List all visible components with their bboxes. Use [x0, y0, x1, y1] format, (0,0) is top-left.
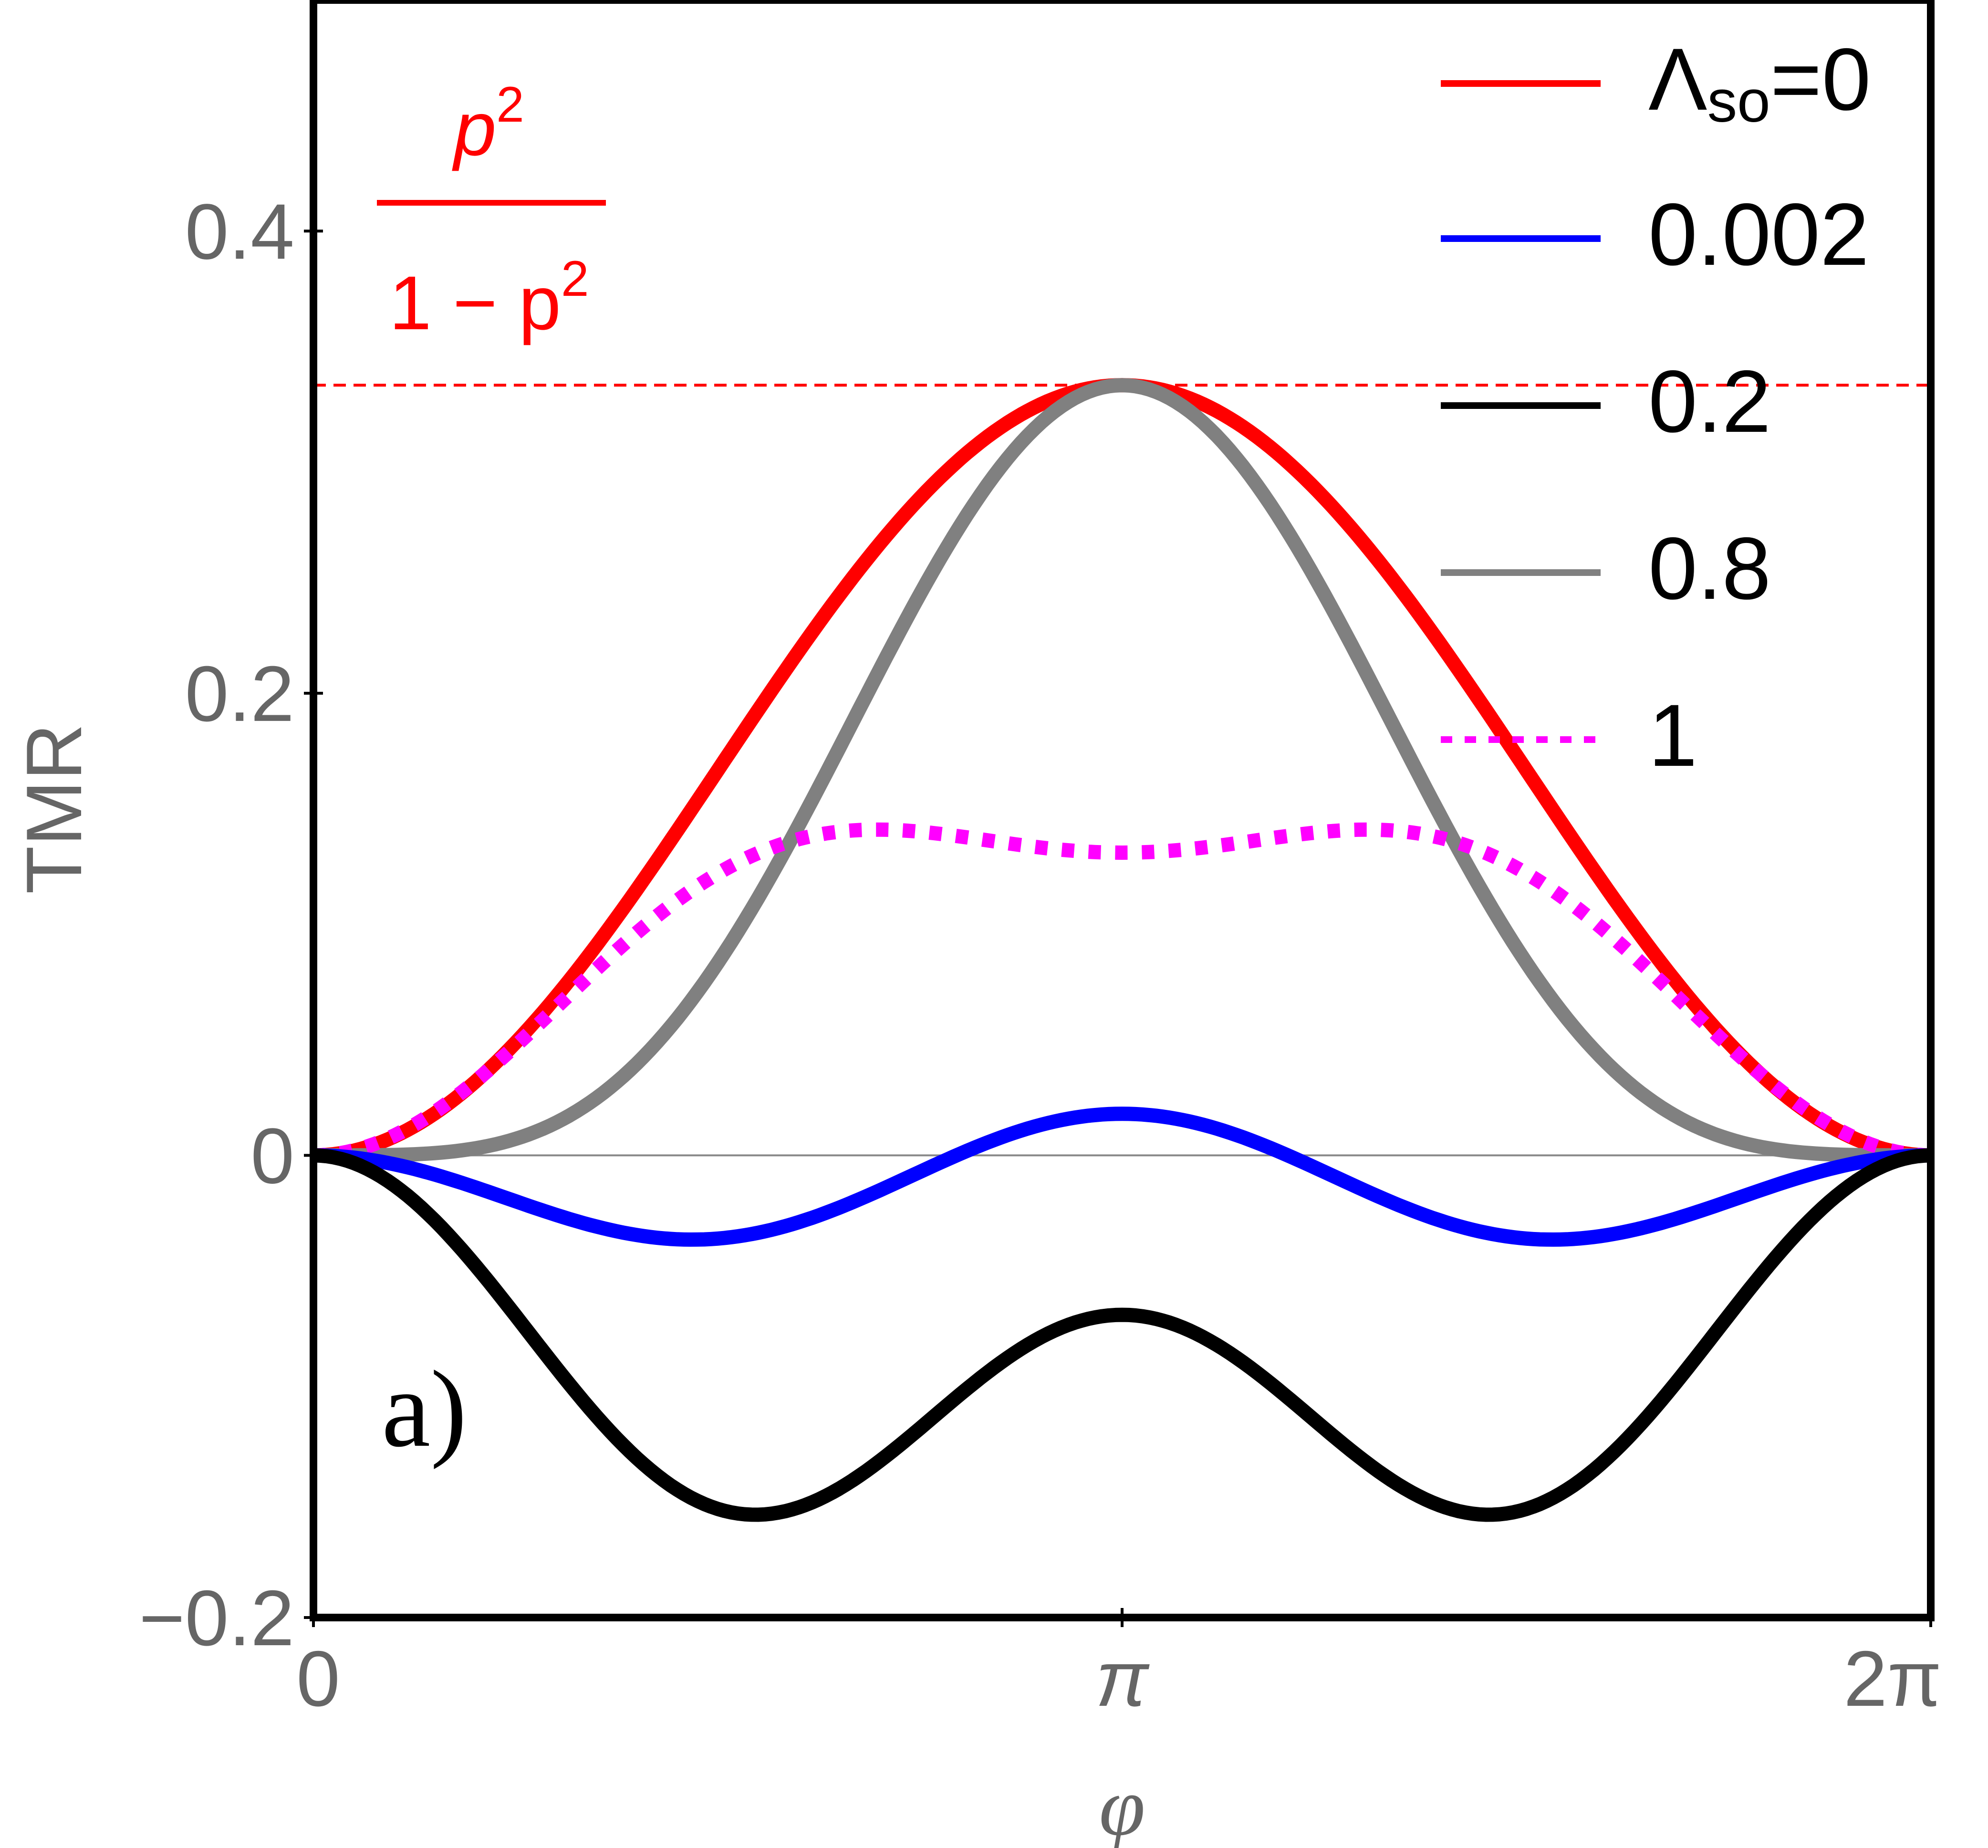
y-tick-label: 0.4 [185, 188, 294, 275]
y-axis-title: TMR [10, 723, 98, 894]
y-tick-label: −0.2 [139, 1574, 294, 1662]
x-tick-label: 2π [1843, 1635, 1942, 1723]
legend-label-lambda-0.8: 0.8 [1648, 520, 1771, 618]
series-line-lambda-0.8 [313, 378, 1931, 1163]
series-line-lambda-0.2 [313, 1148, 1931, 1522]
legend: Λso=0 0.002 0.2 0.8 1 [1441, 31, 1871, 785]
legend-label-lambda-0.002: 0.002 [1648, 186, 1869, 284]
panel-label: a) [382, 1348, 467, 1470]
y-tick-label: 0 [250, 1112, 294, 1200]
x-tick-label: 0 [296, 1635, 340, 1723]
legend-label-lambda-0.2: 0.2 [1648, 353, 1771, 451]
formula-denominator: 1 − p2 [389, 251, 589, 345]
legend-label-lambda-1: 1 [1648, 687, 1697, 785]
legend-label-lambda-0: Λso=0 [1648, 31, 1871, 135]
reference-formula: p2 1 − p2 [377, 77, 606, 345]
series-line-lambda-0.002 [313, 1107, 1931, 1247]
x-axis-title: φ [1099, 1760, 1145, 1848]
formula-numerator: p2 [452, 77, 524, 171]
series-line-lambda-1 [313, 822, 1931, 1163]
y-tick-label: 0.2 [185, 650, 294, 738]
x-tick-label: π [1096, 1635, 1150, 1723]
